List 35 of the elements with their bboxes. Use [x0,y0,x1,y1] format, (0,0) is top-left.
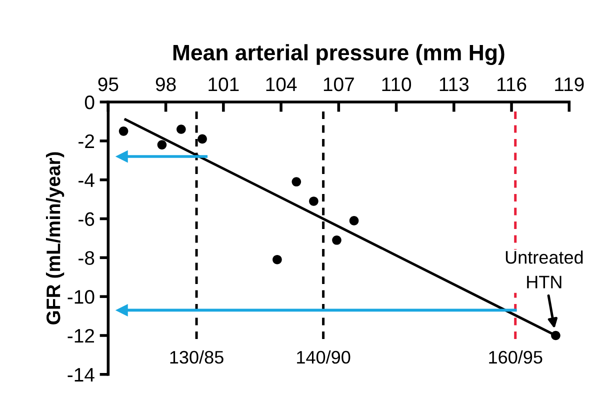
y-tick-label: -14 [68,368,94,382]
point [349,216,359,226]
point [292,177,302,186]
y-tick-label: -2 [78,134,94,148]
y-tick-label: -10 [68,290,94,304]
point [176,124,186,134]
y-tick-label: -4 [78,173,94,187]
x-tick-label: 116 [498,77,526,92]
annotation: 140/90 [297,350,350,364]
point [551,330,560,340]
x-tick-label: 101 [208,77,239,92]
x-tick-label: 119 [555,77,584,92]
annotation: Untreated HTN [506,250,583,288]
x-tick-label: 104 [266,77,297,92]
point [157,140,167,150]
y-tick-label: -8 [78,251,94,265]
annotation: 130/85 [170,350,224,364]
point [198,134,207,144]
point [115,304,128,316]
x-tick-label: 110 [382,77,412,92]
x-tick-label: 95 [98,77,118,92]
x-axis-title: Mean arterial pressure (mm Hg) [173,44,504,65]
point [309,196,318,206]
annotation: 160/95 [489,350,542,364]
point [332,235,342,245]
x-tick-label: 98 [156,77,176,92]
point [115,150,128,163]
x-tick-label: 113 [440,77,469,92]
y-tick-label: 0 [84,95,94,110]
y-axis-title: GFR (mL/min/year) [46,152,64,324]
point [272,254,282,264]
x-tick-label: 107 [324,77,354,92]
y-tick-label: -6 [78,212,94,226]
point [118,126,128,136]
y-tick-label: -12 [68,328,94,343]
